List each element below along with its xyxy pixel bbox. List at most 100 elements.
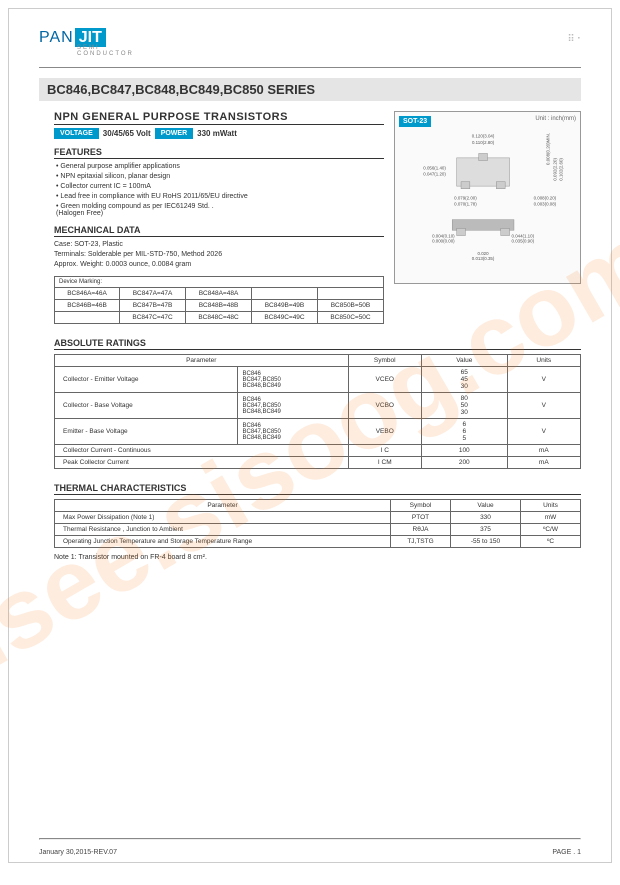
abs-param: Collector - Base Voltage xyxy=(55,393,238,419)
page-container: PANJIT SEMI CONDUCTOR ⠿⠂ BC846,BC847,BC8… xyxy=(8,8,612,863)
spec-line: VOLTAGE 30/45/65 Volt POWER 330 mWatt xyxy=(54,128,384,139)
mechanical-line: Case: SOT-23, Plastic xyxy=(54,241,384,248)
features-list: General purpose amplifier applications NP… xyxy=(54,163,384,217)
therm-unit: mW xyxy=(521,512,581,524)
abs-sub: BC846 BC847,BC850 BC848,BC849 xyxy=(238,367,348,393)
absolute-head: ABSOLUTE RATINGS xyxy=(54,338,581,350)
features-head: FEATURES xyxy=(54,147,384,159)
package-box: SOT-23 Unit : inch(mm) xyxy=(394,111,581,284)
marking-cell xyxy=(317,288,383,300)
svg-text:0.035(0.90): 0.035(0.90) xyxy=(512,239,535,244)
footer: January 30,2015-REV.07 PAGE . 1 xyxy=(39,849,581,856)
therm-val: 375 xyxy=(451,524,521,536)
abs-param: Peak Collector Current xyxy=(55,457,349,469)
abs-sym: I CM xyxy=(348,457,421,469)
feature-item: Lead free in compliance with EU RoHS 201… xyxy=(56,193,384,200)
mechanical-line: Approx. Weight: 0.0003 ounce, 0.0084 gra… xyxy=(54,261,384,268)
svg-text:0.102(2.60): 0.102(2.60) xyxy=(559,158,564,181)
marking-head: Device Marking: xyxy=(55,277,384,288)
svg-text:0.110(2.80): 0.110(2.80) xyxy=(472,140,495,145)
abs-unit: mA xyxy=(507,445,580,457)
abs-unit: V xyxy=(507,393,580,419)
mechanical-lines: Case: SOT-23, Plastic Terminals: Solderab… xyxy=(54,241,384,268)
abs-sub: BC846 BC847,BC850 BC848,BC849 xyxy=(238,393,348,419)
marking-cell: BC848A=48A xyxy=(186,288,252,300)
marking-cell: BC847B=47B xyxy=(120,300,186,312)
feature-item: General purpose amplifier applications xyxy=(56,163,384,170)
abs-unit: V xyxy=(507,419,580,445)
therm-val: 330 xyxy=(451,512,521,524)
svg-text:0.000(0.00): 0.000(0.00) xyxy=(432,239,455,244)
footer-page: PAGE . 1 xyxy=(552,849,581,856)
dots-decoration: ⠿⠂ xyxy=(567,34,586,45)
abs-param: Collector - Emitter Voltage xyxy=(55,367,238,393)
abs-val: 100 xyxy=(421,445,507,457)
abs-val: 6 6 5 xyxy=(421,419,507,445)
marking-cell: BC850B=50B xyxy=(317,300,383,312)
title-bar: BC846,BC847,BC848,BC849,BC850 SERIES xyxy=(39,78,581,101)
svg-text:0.120(3.04): 0.120(3.04) xyxy=(472,134,495,139)
therm-param: Thermal Resistance , Junction to Ambient xyxy=(55,524,391,536)
subtitle: NPN GENERAL PURPOSE TRANSISTORS xyxy=(54,111,384,125)
package-unit: Unit : inch(mm) xyxy=(535,116,576,122)
svg-text:0.013(0.35): 0.013(0.35) xyxy=(472,256,495,261)
marking-cell: BC849C=49C xyxy=(251,312,317,324)
therm-unit: ºC/W xyxy=(521,524,581,536)
abs-param: Emitter - Base Voltage xyxy=(55,419,238,445)
marking-cell xyxy=(251,288,317,300)
footer-date: January 30,2015-REV.07 xyxy=(39,849,117,856)
voltage-tag: VOLTAGE xyxy=(54,128,99,139)
marking-table: Device Marking: BC846A=46ABC847A=47ABC84… xyxy=(54,276,384,324)
feature-item: NPN epitaxial silicon, planar design xyxy=(56,173,384,180)
abs-sub: BC846 BC847,BC850 BC848,BC849 xyxy=(238,419,348,445)
therm-sym: RθJA xyxy=(391,524,451,536)
svg-text:0.020: 0.020 xyxy=(478,251,490,256)
abs-unit: mA xyxy=(507,457,580,469)
power-tag: POWER xyxy=(155,128,193,139)
abs-param: Collector Current - Continuous xyxy=(55,445,349,457)
mechanical-head: MECHANICAL DATA xyxy=(54,225,384,237)
marking-cell: BC846B=46B xyxy=(55,300,120,312)
feature-item: Green molding compound as per IEC61249 S… xyxy=(56,203,384,217)
therm-val: -55 to 150 xyxy=(451,536,521,548)
svg-text:0.004(0.10): 0.004(0.10) xyxy=(432,233,455,238)
divider xyxy=(39,67,581,68)
abs-val: 65 45 30 xyxy=(421,367,507,393)
logo-pan: PAN xyxy=(39,29,74,46)
abs-sym: I C xyxy=(348,445,421,457)
absolute-table: Parameter Symbol Value Units Collector -… xyxy=(54,354,581,469)
therm-sym: TJ,TSTG xyxy=(391,536,451,548)
svg-text:0.044(1.10): 0.044(1.10) xyxy=(512,233,535,238)
therm-unit: ºC xyxy=(521,536,581,548)
svg-text:0.047(1.20): 0.047(1.20) xyxy=(423,172,446,177)
power-val: 330 mWatt xyxy=(197,129,237,138)
footer-divider xyxy=(39,838,581,840)
marking-cell: BC847A=47A xyxy=(120,288,186,300)
feature-item: Collector current IC = 100mA xyxy=(56,183,384,190)
svg-text:0.092(2.20): 0.092(2.20) xyxy=(552,158,557,181)
marking-cell: BC850C=50C xyxy=(317,312,383,324)
svg-text:0.008(0.20): 0.008(0.20) xyxy=(534,195,557,200)
svg-text:0.003(0.08): 0.003(0.08) xyxy=(534,202,557,207)
svg-text:0.070(1.78): 0.070(1.78) xyxy=(454,202,477,207)
marking-cell: BC847C=47C xyxy=(120,312,186,324)
mechanical-line: Terminals: Solderable per MIL-STD-750, M… xyxy=(54,251,384,258)
therm-param: Operating Junction Temperature and Stora… xyxy=(55,536,391,548)
abs-unit: V xyxy=(507,367,580,393)
therm-sym: PTOT xyxy=(391,512,451,524)
abs-val: 80 50 30 xyxy=(421,393,507,419)
package-diagram: 0.120(3.04) 0.110(2.80) 0.056(1.40) 0.04… xyxy=(399,127,576,277)
package-head: SOT-23 xyxy=(399,116,431,127)
abs-sym: VEBO xyxy=(348,419,421,445)
thermal-table: Parameter Symbol Value Units Max Power D… xyxy=(54,499,581,548)
marking-cell: BC848B=48B xyxy=(186,300,252,312)
abs-val: 200 xyxy=(421,457,507,469)
therm-param: Max Power Dissipation (Note 1) xyxy=(55,512,391,524)
marking-cell xyxy=(55,312,120,324)
thermal-head: THERMAL CHARACTERISTICS xyxy=(54,483,581,495)
abs-sym: VCEO xyxy=(348,367,421,393)
marking-cell: BC848C=48C xyxy=(186,312,252,324)
header: PANJIT SEMI CONDUCTOR xyxy=(39,29,581,57)
marking-cell: BC846A=46A xyxy=(55,288,120,300)
abs-sym: VCBO xyxy=(348,393,421,419)
